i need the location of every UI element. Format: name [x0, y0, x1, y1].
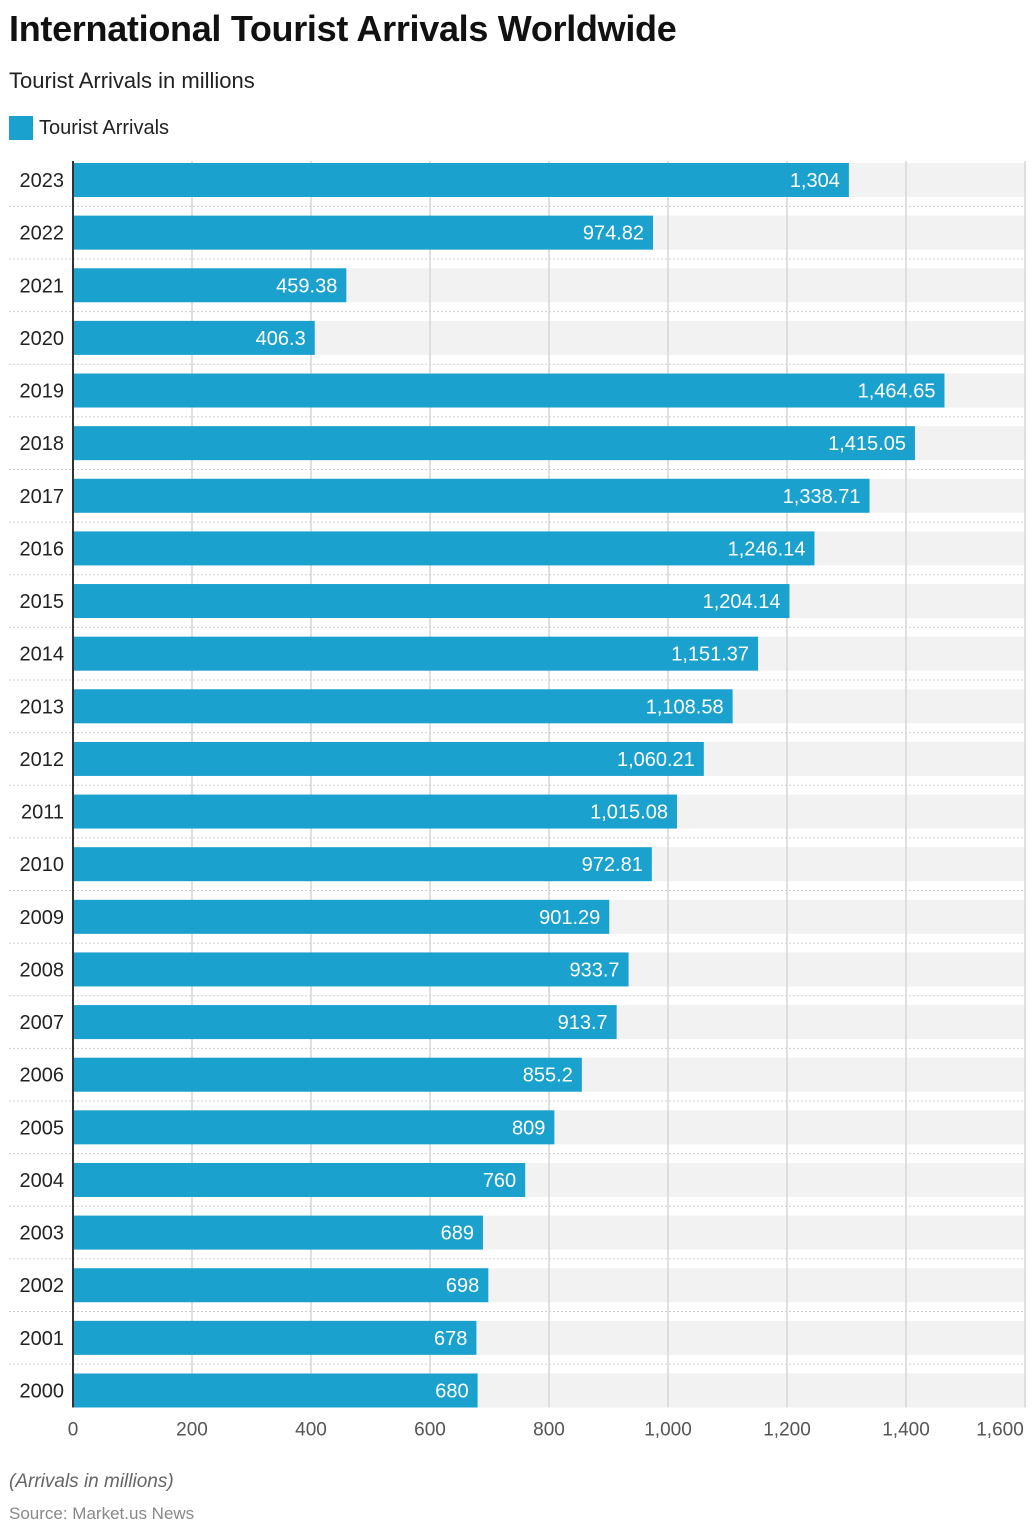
data-label: 1,338.71: [783, 486, 861, 508]
legend: Tourist Arrivals: [9, 116, 169, 140]
data-label: 809: [512, 1117, 545, 1139]
y-category-label: 2020: [20, 328, 65, 350]
y-category-label: 2002: [20, 1275, 65, 1297]
bar-2023: [73, 163, 849, 197]
data-label: 689: [441, 1223, 474, 1245]
bar-2003: [73, 1215, 483, 1250]
x-tick-label: 200: [176, 1419, 208, 1440]
y-category-label: 2018: [20, 433, 65, 455]
bar-2018: [73, 426, 915, 461]
data-label: 1,108.58: [646, 696, 724, 718]
chart-title: International Tourist Arrivals Worldwide: [9, 8, 677, 49]
data-label: 972.81: [582, 854, 643, 876]
data-label: 933.7: [569, 959, 619, 981]
bar-2020: [73, 320, 315, 355]
data-label: 1,464.65: [858, 381, 936, 403]
data-label: 698: [446, 1275, 479, 1297]
data-label: 901.29: [539, 907, 600, 929]
bar-2021: [73, 268, 347, 303]
y-category-label: 2015: [20, 591, 65, 613]
legend-label: Tourist Arrivals: [39, 116, 170, 139]
y-category-label: 2008: [20, 959, 65, 981]
bar-2000: [73, 1373, 478, 1408]
bar-2022: [73, 215, 654, 250]
data-label: 1,015.08: [590, 802, 668, 824]
x-tick-label: 400: [295, 1419, 327, 1440]
y-category-label: 2023: [20, 170, 65, 192]
data-label: 680: [435, 1380, 468, 1402]
bar-2008: [73, 952, 629, 987]
bar-2016: [73, 531, 815, 566]
bar-2009: [73, 899, 610, 934]
y-category-label: 2009: [20, 907, 65, 929]
y-category-label: 2010: [20, 854, 65, 876]
bar-2006: [73, 1057, 582, 1092]
data-label: 1,151.37: [671, 644, 749, 666]
y-category-label: 2004: [20, 1170, 65, 1192]
bar-2011: [73, 794, 677, 829]
data-label: 855.2: [523, 1065, 573, 1087]
x-tick-label: 1,400: [882, 1419, 930, 1440]
data-label: 1,304: [790, 170, 840, 192]
x-tick-label: 1,600: [976, 1419, 1024, 1440]
y-category-label: 2001: [20, 1328, 65, 1350]
y-category-label: 2013: [20, 696, 65, 718]
x-tick-label: 600: [414, 1419, 446, 1440]
y-category-label: 2000: [20, 1380, 65, 1402]
bar-2007: [73, 1005, 617, 1040]
bar-2013: [73, 689, 733, 724]
y-category-label: 2012: [20, 749, 65, 771]
bar-2001: [73, 1320, 477, 1355]
chart-subtitle: Tourist Arrivals in millions: [9, 68, 255, 93]
data-label: 678: [434, 1328, 467, 1350]
data-label: 406.3: [256, 328, 306, 350]
y-category-label: 2017: [20, 486, 65, 508]
data-label: 1,060.21: [617, 749, 695, 771]
bar-2012: [73, 741, 704, 776]
y-category-label: 2019: [20, 381, 65, 403]
bar-2002: [73, 1268, 489, 1303]
y-category-label: 2014: [20, 644, 65, 666]
chart-source: Source: Market.us News: [9, 1504, 195, 1523]
bar-2019: [73, 373, 945, 408]
y-category-label: 2011: [21, 802, 64, 824]
x-tick-label: 0: [68, 1419, 79, 1440]
data-label: 1,415.05: [828, 433, 906, 455]
bar-2010: [73, 847, 652, 882]
y-category-label: 2021: [20, 275, 65, 297]
chart-note: (Arrivals in millions): [9, 1471, 174, 1492]
bar-2014: [73, 636, 759, 671]
y-category-label: 2007: [20, 1012, 65, 1034]
y-category-label: 2003: [20, 1223, 65, 1245]
legend-swatch: [9, 116, 33, 140]
y-category-label: 2016: [20, 538, 65, 560]
data-label: 974.82: [583, 223, 644, 245]
bar-2004: [73, 1162, 526, 1197]
data-label: 459.38: [276, 275, 337, 297]
bar-2015: [73, 584, 790, 619]
x-tick-label: 1,200: [763, 1419, 811, 1440]
data-label: 1,204.14: [703, 591, 781, 613]
data-label: 913.7: [558, 1012, 608, 1034]
y-category-label: 2022: [20, 223, 65, 245]
x-tick-label: 800: [533, 1419, 565, 1440]
bar-2005: [73, 1110, 555, 1145]
data-label: 760: [483, 1170, 516, 1192]
bar-2017: [73, 478, 870, 513]
y-category-label: 2005: [20, 1117, 65, 1139]
x-tick-label: 1,000: [644, 1419, 692, 1440]
data-label: 1,246.14: [728, 538, 806, 560]
y-category-label: 2006: [20, 1065, 65, 1087]
